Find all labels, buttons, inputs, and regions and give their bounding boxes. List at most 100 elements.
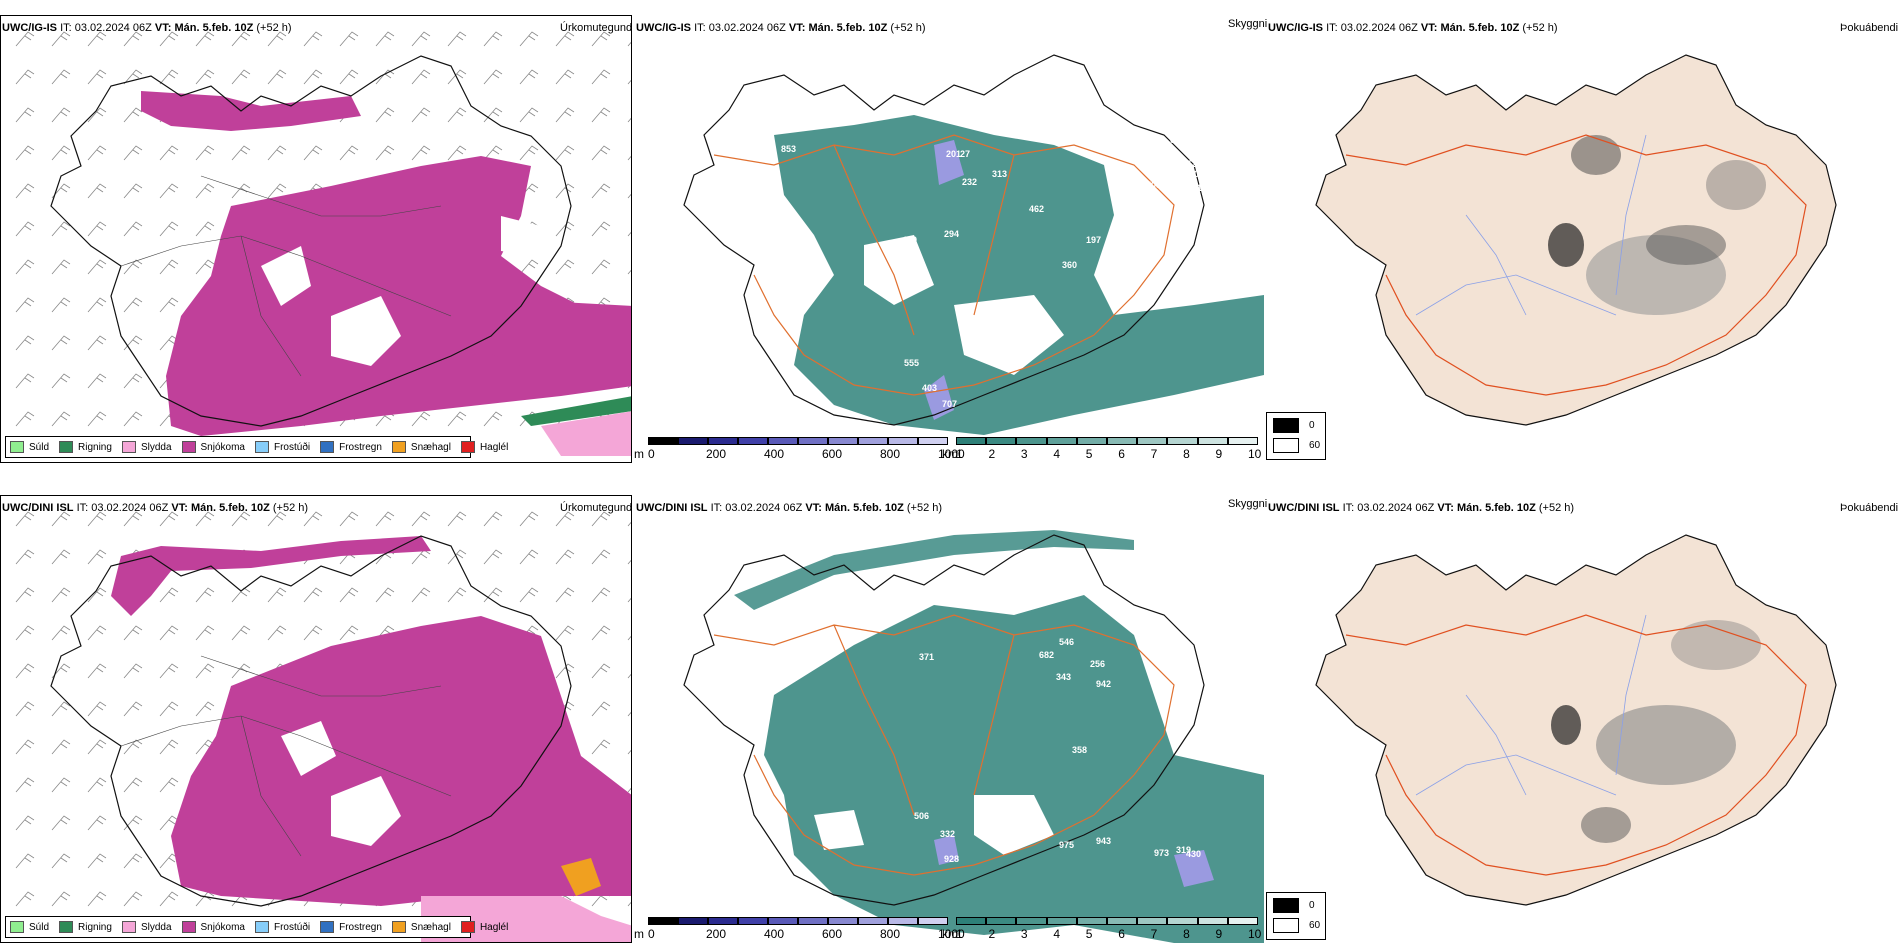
wind-barb xyxy=(627,521,631,527)
cloud-base-label: 975 xyxy=(1059,840,1074,850)
panel-title-visibility-row1: Skyggni xyxy=(1228,18,1268,30)
wind-barb xyxy=(195,221,215,237)
wind-barb xyxy=(123,625,143,641)
wind-barb xyxy=(51,663,71,679)
vis-area xyxy=(764,595,1264,943)
fog-map-row2 xyxy=(1315,534,1837,906)
vt-value: Mán. 5.feb. 10Z xyxy=(190,502,270,514)
it-label: IT: xyxy=(710,502,723,514)
cloud-base-label: 506 xyxy=(914,811,929,821)
cloud-base-label: 201 xyxy=(946,149,961,159)
cloud-base-label: 703 xyxy=(1146,180,1161,190)
land-hole xyxy=(331,776,401,846)
wind-barb xyxy=(51,183,71,199)
wind-barb xyxy=(591,701,611,717)
it-label: IT: xyxy=(694,22,706,34)
legend-label: Frostúði xyxy=(273,921,311,933)
wind-barb xyxy=(627,597,631,603)
wind-barb xyxy=(231,69,251,85)
legend-label: Rigning xyxy=(78,921,112,933)
wind-barb xyxy=(87,107,107,123)
wind-barb xyxy=(15,511,35,527)
wind-barb xyxy=(123,297,143,313)
wind-barb xyxy=(195,891,215,907)
legend-swatch xyxy=(391,441,406,453)
wind-barb xyxy=(267,625,287,641)
low-cloud xyxy=(934,835,1214,887)
vt-value: Mán. 5.feb. 10Z xyxy=(174,22,254,34)
wind-barb xyxy=(123,221,143,237)
vt-label: VT: xyxy=(1420,22,1438,34)
vt-value: Mán. 5.feb. 10Z xyxy=(808,22,888,34)
wind-barb xyxy=(15,587,35,603)
wind-barb xyxy=(555,663,575,679)
wind-barb xyxy=(375,587,395,603)
wind-barb xyxy=(519,107,539,123)
wind-barb xyxy=(339,69,359,85)
legend-item: Slydda xyxy=(121,921,172,933)
wind-barb xyxy=(87,31,107,47)
coastline xyxy=(683,54,1205,426)
fog-patch xyxy=(1551,705,1581,745)
wind-barb xyxy=(303,625,323,641)
wind-barb xyxy=(627,711,631,717)
precip-panel-row2: Súld Rigning Slydda Snjókoma Frostúði Frostre… xyxy=(0,495,632,943)
wind-barb xyxy=(231,625,251,641)
legend-label: Súld xyxy=(29,921,50,933)
wind-barb xyxy=(87,411,107,427)
roads xyxy=(1345,134,1807,396)
wind-barb xyxy=(15,815,35,831)
rivers xyxy=(1415,134,1647,316)
wind-barb xyxy=(123,663,143,679)
wind-barb xyxy=(195,183,215,199)
wind-barb xyxy=(87,183,107,199)
wind-barb xyxy=(51,221,71,237)
legend-label: Slydda xyxy=(140,441,172,453)
cloud-base-label: 256 xyxy=(1090,659,1105,669)
fog-key-item: 0 xyxy=(1273,418,1315,433)
colorbar-tick: 6 xyxy=(1118,927,1125,941)
wind-barb xyxy=(87,853,107,869)
vis-area xyxy=(774,115,1264,435)
wind-barb xyxy=(591,663,611,679)
cloud-base-label: 371 xyxy=(919,652,934,662)
colorbar-tick: 0 xyxy=(648,447,655,461)
colorbar-segment xyxy=(1016,917,1047,925)
legend-swatch xyxy=(320,921,335,933)
legend-item: Súld xyxy=(10,921,49,933)
wind-barb xyxy=(519,69,539,85)
wind-barb xyxy=(15,373,35,389)
cloud-base-label: 462 xyxy=(1029,204,1044,214)
colorbar-segment xyxy=(1107,437,1138,445)
wind-barb xyxy=(555,625,575,641)
legend-swatch xyxy=(254,921,269,933)
wind-barb xyxy=(339,31,359,47)
precip-panel-row1: Súld Rigning Slydda Snjókoma Frostúði Frostre… xyxy=(0,15,632,463)
wind-barb xyxy=(411,107,431,123)
wind-barb xyxy=(159,815,179,831)
vt-label: VT: xyxy=(171,502,188,514)
wind-barb xyxy=(627,673,631,679)
wind-barb xyxy=(87,815,107,831)
wind-barb xyxy=(15,549,35,565)
lead-time: (+52 h) xyxy=(890,22,926,34)
wind-barb xyxy=(627,635,631,641)
wind-barb xyxy=(447,107,467,123)
wind-barb xyxy=(591,259,611,275)
colorbar-tick: 800 xyxy=(880,927,901,941)
wind-barb xyxy=(51,815,71,831)
legend-swatch xyxy=(181,441,196,453)
wind-barb xyxy=(159,587,179,603)
cloud-base-label: 973 xyxy=(1154,848,1169,858)
wind-barb xyxy=(519,259,539,275)
fog-key-label: 60 xyxy=(1309,440,1321,451)
roads xyxy=(1345,614,1807,876)
panel-title-visibility-row2: Skyggni xyxy=(1228,498,1268,510)
colorbar-tick: 0 xyxy=(648,927,655,941)
wind-barb xyxy=(483,411,503,427)
vt-value: Mán. 5.feb. 10Z xyxy=(1440,22,1520,34)
colorbar-segment xyxy=(918,437,948,445)
wind-barb xyxy=(159,739,179,755)
wind-barb xyxy=(483,69,503,85)
wind-barb xyxy=(447,69,467,85)
